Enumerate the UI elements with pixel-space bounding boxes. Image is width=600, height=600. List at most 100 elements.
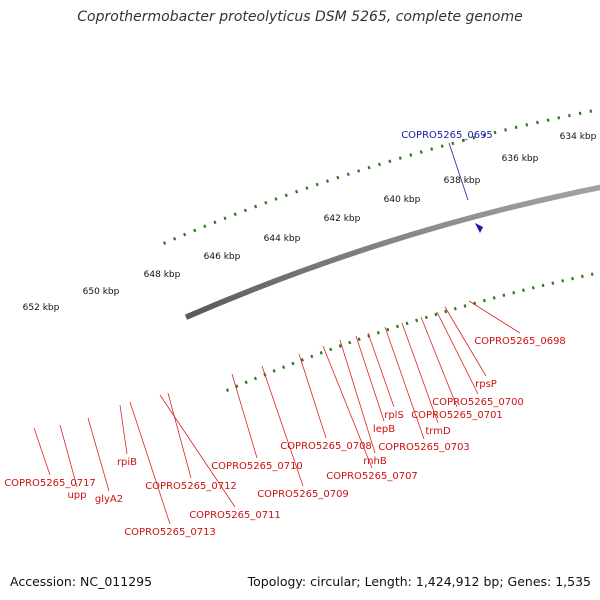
gene-label[interactable]: rplS [384,410,404,421]
inner-scale-dot [482,298,486,303]
gene-label[interactable]: COPRO5265_0708 [280,441,372,452]
scale-dot [254,204,258,209]
label-connector [468,300,521,334]
inner-scale-dot [453,307,457,311]
inner-scale-dot [310,354,314,359]
inner-scale-dot [522,288,525,292]
inner-scale-dot [329,347,333,352]
gene-label[interactable]: COPRO5265_0707 [326,471,418,482]
inner-scale-dot [244,380,248,385]
inner-scale-dot [502,293,506,297]
inner-scale-dots [225,272,594,392]
inner-scale-dot [561,279,565,283]
scale-dot [172,236,177,241]
topology-text: Topology: circular; Length: 1,424,912 bp… [247,574,591,589]
selected-gene-label[interactable]: COPRO5265_0695 [401,130,493,141]
scale-dot [346,172,350,177]
label-connector [339,339,376,454]
label-connector [59,424,78,488]
gene-label[interactable]: COPRO5265_0703 [378,442,470,453]
tick-label: 634 kbp [560,132,597,142]
tick-label: 638 kbp [444,176,481,186]
scale-dot [419,150,423,154]
inner-scale-dot [590,272,594,276]
inner-scale-dot [463,304,467,308]
gene-label[interactable]: COPRO5265_0713 [124,527,216,538]
scale-dot [223,216,227,221]
scale-dot [514,125,518,130]
scale-dot [284,193,288,198]
inner-scale-dot [531,286,535,290]
gene-label[interactable]: rnhB [363,456,387,467]
scale-dot [525,123,529,127]
scale-dot [388,159,392,164]
gene-label[interactable]: COPRO5265_0700 [432,397,524,408]
position-tick-labels: 634 kbp 636 kbp 638 kbp 640 kbp 642 kbp 644 k… [23,132,597,313]
scale-dot [493,130,497,135]
genome-backbone [184,184,600,320]
inner-scale-dot [253,376,258,381]
scale-dot [546,118,550,122]
gene-label[interactable]: COPRO5265_0709 [257,489,349,500]
inner-scale-dot [272,369,276,373]
scale-dot [305,186,309,190]
label-connector [167,392,192,479]
inner-scale-dot [357,337,361,342]
label-connector [261,365,304,487]
map-title: Coprothermobacter proteolyticus DSM 5265… [77,9,523,25]
label-connector [384,326,425,440]
inner-scale-dot [405,321,409,326]
label-connector [129,401,171,525]
scale-dot [440,144,444,148]
scale-dot [483,133,486,137]
gene-label[interactable]: COPRO5265_0717 [4,478,96,489]
label-connector [420,316,458,408]
genome-ring [184,184,600,320]
scale-dot [451,141,455,146]
scale-dot [274,197,278,201]
scale-dot [367,165,371,170]
inner-scale-dot [319,351,323,355]
inner-scale-dot [541,283,545,288]
label-connector [159,394,236,508]
label-connector-lines [33,142,521,525]
scale-dot [243,208,247,213]
inner-scale-dot [386,327,390,332]
inner-scale-dot [235,384,239,389]
scale-dot [536,120,539,125]
scale-dot [315,182,319,187]
scale-dot [264,200,268,205]
inner-scale-dot [415,318,419,323]
label-connector [33,427,51,476]
selected-gene-connector [448,142,469,201]
gene-label[interactable]: COPRO5265_0712 [145,481,237,492]
inner-scale-dot [348,340,352,345]
gene-labels[interactable]: COPRO5265_0698 rpsP COPRO5265_0700 COPRO526… [4,130,566,538]
scale-dot [325,179,330,183]
gene-label[interactable]: COPRO5265_0701 [411,410,503,421]
gene-label[interactable]: COPRO5265_0698 [474,336,566,347]
scale-dot [213,220,217,225]
gene-label[interactable]: trmD [425,426,451,437]
gene-label[interactable]: COPRO5265_0710 [211,461,303,472]
gene-label[interactable]: rpsP [475,379,497,390]
inner-scale-dot [492,296,496,300]
gene-label[interactable]: rpiB [117,457,137,468]
inner-scale-dot [571,276,574,281]
inner-scale-dot [395,324,399,329]
inner-scale-dot [580,274,584,279]
gene-label[interactable]: glyA2 [95,494,123,505]
scale-dot [589,109,593,113]
scale-dot [568,113,571,118]
tick-label: 640 kbp [384,195,421,205]
gene-label[interactable]: upp [67,490,86,501]
label-connector [436,311,479,395]
inner-scale-dot [291,361,295,366]
inner-scale-dot [338,344,342,348]
scale-dot [162,241,167,245]
inner-scale-dot [444,309,448,314]
scale-dot [233,212,237,217]
gene-label[interactable]: COPRO5265_0711 [189,510,281,521]
gene-label[interactable]: lepB [373,424,395,435]
